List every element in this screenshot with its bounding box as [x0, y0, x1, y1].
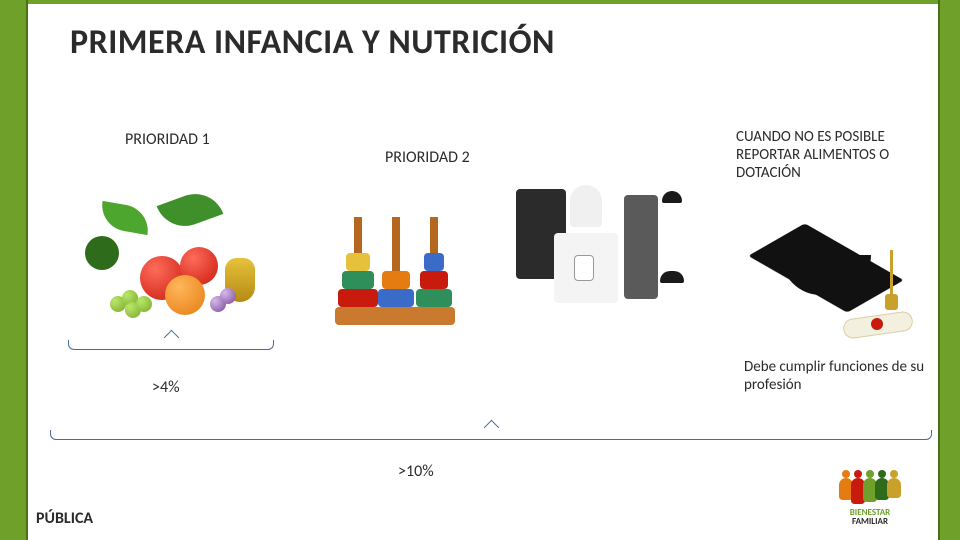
top-accent-rule — [28, 0, 938, 4]
col1-image-fruits — [60, 160, 280, 320]
brace-col1-label: >4% — [152, 378, 180, 397]
logo-text: BIENESTARFAMILIAR — [816, 508, 924, 526]
col2-image-clothing — [500, 170, 710, 325]
col2-image-toy — [300, 175, 490, 325]
right-accent-bar — [938, 0, 960, 540]
col2-label: PRIORIDAD 2 — [385, 148, 470, 167]
col3-label: CUANDO NO ES POSIBLE REPORTAR ALIMENTOS … — [736, 128, 936, 182]
bienestar-familiar-logo: BIENESTARFAMILIAR — [816, 478, 924, 526]
graduation-cap-icon — [731, 210, 921, 340]
logo-people-icon — [816, 478, 924, 504]
left-accent-bar — [0, 0, 28, 540]
footer-left-label: PÚBLICA — [36, 509, 93, 528]
uniform-clothing-icon — [510, 185, 700, 325]
slide-root: PRIMERA INFANCIA Y NUTRICIÓN PRIORIDAD 1… — [0, 0, 960, 540]
brace-all-label: >10% — [398, 462, 434, 481]
col1-label: PRIORIDAD 1 — [125, 130, 210, 149]
col3-caption: Debe cumplir funciones de su profesión — [744, 358, 934, 394]
brace-col1 — [68, 340, 274, 350]
stacking-toy-icon — [310, 195, 480, 325]
slide-title: PRIMERA INFANCIA Y NUTRICIÓN — [70, 22, 555, 63]
brace-all — [50, 430, 932, 440]
fruits-icon — [70, 190, 270, 320]
col3-image-gradcap — [726, 190, 926, 340]
